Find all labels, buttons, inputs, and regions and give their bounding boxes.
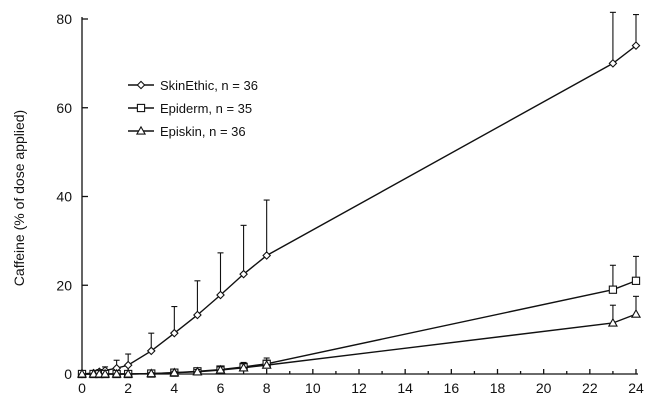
series-line — [82, 281, 636, 374]
x-tick-label: 14 — [397, 380, 413, 396]
legend-item: SkinEthic, n = 36 — [128, 78, 258, 93]
x-tick-label: 10 — [305, 380, 321, 396]
x-tick-label: 0 — [78, 380, 86, 396]
y-tick-label: 0 — [64, 366, 72, 382]
legend-item: Epiderm, n = 35 — [128, 101, 252, 116]
y-tick-label: 80 — [56, 11, 72, 27]
x-tick-label: 6 — [217, 380, 225, 396]
data-point — [632, 277, 639, 284]
x-tick-label: 8 — [263, 380, 271, 396]
y-tick-label: 40 — [56, 189, 72, 205]
data-point — [125, 362, 132, 369]
legend-label: SkinEthic, n = 36 — [160, 78, 258, 93]
data-point — [609, 286, 616, 293]
x-tick-label: 18 — [490, 380, 506, 396]
series-line — [82, 46, 636, 374]
x-tick-label: 4 — [170, 380, 178, 396]
legend-label: Episkin, n = 36 — [160, 124, 246, 139]
x-tick-label: 22 — [582, 380, 598, 396]
x-tick-label: 20 — [536, 380, 552, 396]
series-square — [78, 256, 639, 377]
legend-marker-square — [137, 104, 144, 111]
series-diamond — [78, 12, 639, 377]
legend-marker-diamond — [137, 81, 144, 88]
y-axis-title: Caffeine (% of dose applied) — [11, 110, 27, 286]
y-tick-label: 60 — [56, 100, 72, 116]
x-tick-label: 24 — [628, 380, 644, 396]
y-tick-label: 20 — [56, 277, 72, 293]
x-tick-label: 2 — [124, 380, 132, 396]
data-point — [632, 310, 640, 317]
legend: SkinEthic, n = 36 Epiderm, n = 35 Episkin,… — [128, 78, 258, 139]
x-tick-label: 12 — [351, 380, 367, 396]
x-tick-label: 16 — [444, 380, 460, 396]
legend-label: Epiderm, n = 35 — [160, 101, 252, 116]
legend-item: Episkin, n = 36 — [128, 124, 246, 139]
series-layer — [78, 12, 640, 377]
series-triangle — [78, 296, 640, 377]
